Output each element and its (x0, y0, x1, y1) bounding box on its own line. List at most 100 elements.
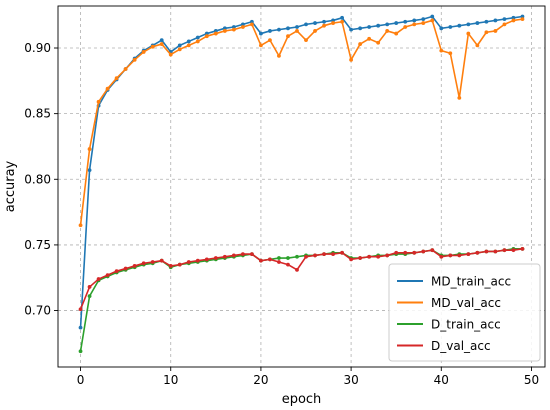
data-point-d-val-acc (132, 264, 137, 268)
data-point-d-val-acc (177, 262, 182, 267)
y-tick-label: 0.85 (24, 107, 51, 121)
data-point-md-train-acc (520, 14, 525, 19)
data-point-d-val-acc (430, 248, 435, 253)
data-point-d-val-acc (123, 266, 128, 271)
data-point-d-val-acc (439, 254, 444, 259)
data-point-d-val-acc (367, 254, 372, 259)
data-point-md-val-acc (349, 57, 354, 62)
data-point-d-val-acc (231, 253, 236, 258)
data-point-md-val-acc (168, 52, 173, 57)
data-point-d-val-acc (96, 277, 101, 281)
data-point-d-val-acc (114, 269, 119, 274)
data-point-md-train-acc (349, 27, 354, 32)
data-point-md-val-acc (313, 29, 317, 33)
data-point-md-val-acc (240, 25, 245, 29)
data-point-d-val-acc (105, 273, 110, 278)
data-point-md-val-acc (268, 38, 272, 43)
x-tick-label: 20 (253, 373, 268, 387)
y-tick-label: 0.80 (24, 172, 51, 186)
data-point-md-val-acc (195, 39, 200, 44)
ticks-layer: 0 10 20 30 40 50 0.70 0.75 0.80 0.85 0.90 (24, 41, 539, 387)
data-point-md-val-acc (304, 38, 308, 43)
data-point-md-train-acc (475, 21, 480, 25)
data-point-d-val-acc (421, 249, 426, 254)
data-point-md-val-acc (96, 99, 101, 104)
series-md-val-acc (78, 17, 525, 228)
data-point-md-val-acc (421, 21, 426, 25)
series-line-md-val-acc (79, 18, 523, 226)
data-point-md-train-acc (231, 25, 236, 29)
data-point-md-val-acc (141, 50, 146, 54)
data-point-d-val-acc (159, 258, 164, 263)
data-point-d-val-acc (313, 253, 317, 258)
data-point-d-val-acc (150, 260, 155, 264)
data-point-md-train-acc (78, 325, 83, 330)
data-point-md-train-acc (376, 23, 381, 28)
data-point-d-val-acc (403, 250, 408, 255)
x-axis-title: epoch (282, 392, 322, 407)
legend-box (388, 263, 541, 362)
data-point-md-val-acc (159, 42, 164, 46)
data-point-md-train-acc (385, 22, 390, 27)
data-point-md-val-acc (403, 25, 408, 29)
series-layer (78, 14, 525, 354)
data-point-d-val-acc (195, 258, 200, 263)
data-point-d-val-acc (286, 262, 290, 267)
data-point-d-val-acc (186, 260, 191, 264)
data-point-md-val-acc (222, 29, 227, 33)
data-point-d-val-acc (322, 252, 326, 257)
data-point-md-train-acc (412, 18, 417, 23)
data-point-d-val-acc (240, 252, 245, 257)
legend-label-d-train-acc: D_train_acc (431, 318, 501, 332)
x-tick-label: 10 (163, 373, 178, 387)
data-point-md-train-acc (484, 19, 489, 24)
x-tick-label: 30 (343, 373, 358, 387)
data-point-md-val-acc (475, 43, 480, 48)
data-point-d-val-acc (213, 256, 218, 260)
data-point-md-train-acc (466, 22, 471, 27)
data-point-md-val-acc (259, 43, 263, 48)
data-point-d-val-acc (87, 285, 92, 289)
y-axis-title: accuray (3, 160, 18, 212)
data-point-d-val-acc (358, 256, 363, 260)
data-point-md-val-acc (511, 18, 516, 23)
data-point-d-val-acc (78, 307, 83, 312)
data-point-md-train-acc (204, 31, 209, 36)
data-point-md-val-acc (340, 19, 344, 24)
data-point-d-train-acc (78, 349, 83, 354)
data-point-md-train-acc (186, 39, 191, 44)
data-point-md-train-acc (240, 22, 245, 27)
data-point-md-val-acc (231, 27, 236, 32)
data-point-md-train-acc (511, 15, 516, 20)
series-d-val-acc (78, 246, 525, 312)
data-point-md-val-acc (493, 29, 498, 33)
data-point-md-val-acc (385, 29, 390, 33)
x-tick-label: 0 (77, 373, 85, 387)
data-point-md-val-acc (114, 76, 119, 81)
data-point-md-train-acc (249, 19, 254, 24)
data-point-d-val-acc (376, 254, 381, 259)
data-point-d-val-acc (502, 248, 507, 253)
data-point-d-val-acc (204, 257, 209, 262)
data-point-d-val-acc (331, 252, 335, 257)
data-point-d-val-acc (394, 250, 399, 255)
data-point-md-val-acc (439, 48, 444, 53)
data-point-md-val-acc (412, 22, 417, 27)
data-point-md-train-acc (277, 27, 281, 32)
data-point-d-val-acc (295, 267, 299, 272)
data-point-d-train-acc (277, 256, 281, 260)
legend-label-d-val-acc: D_val_acc (431, 339, 491, 353)
data-point-md-train-acc (295, 25, 299, 29)
data-point-d-val-acc (349, 257, 354, 262)
data-point-d-val-acc (268, 257, 272, 262)
axes (57, 5, 546, 368)
data-point-md-val-acc (466, 31, 471, 36)
data-point-md-train-acc (358, 26, 363, 31)
data-point-md-val-acc (367, 36, 372, 41)
data-point-md-val-acc (430, 18, 435, 23)
y-tick-label: 0.90 (24, 41, 51, 55)
data-point-md-train-acc (87, 168, 92, 172)
data-point-md-val-acc (484, 30, 489, 35)
data-point-md-val-acc (249, 22, 254, 27)
y-tick-label: 0.75 (24, 238, 51, 252)
